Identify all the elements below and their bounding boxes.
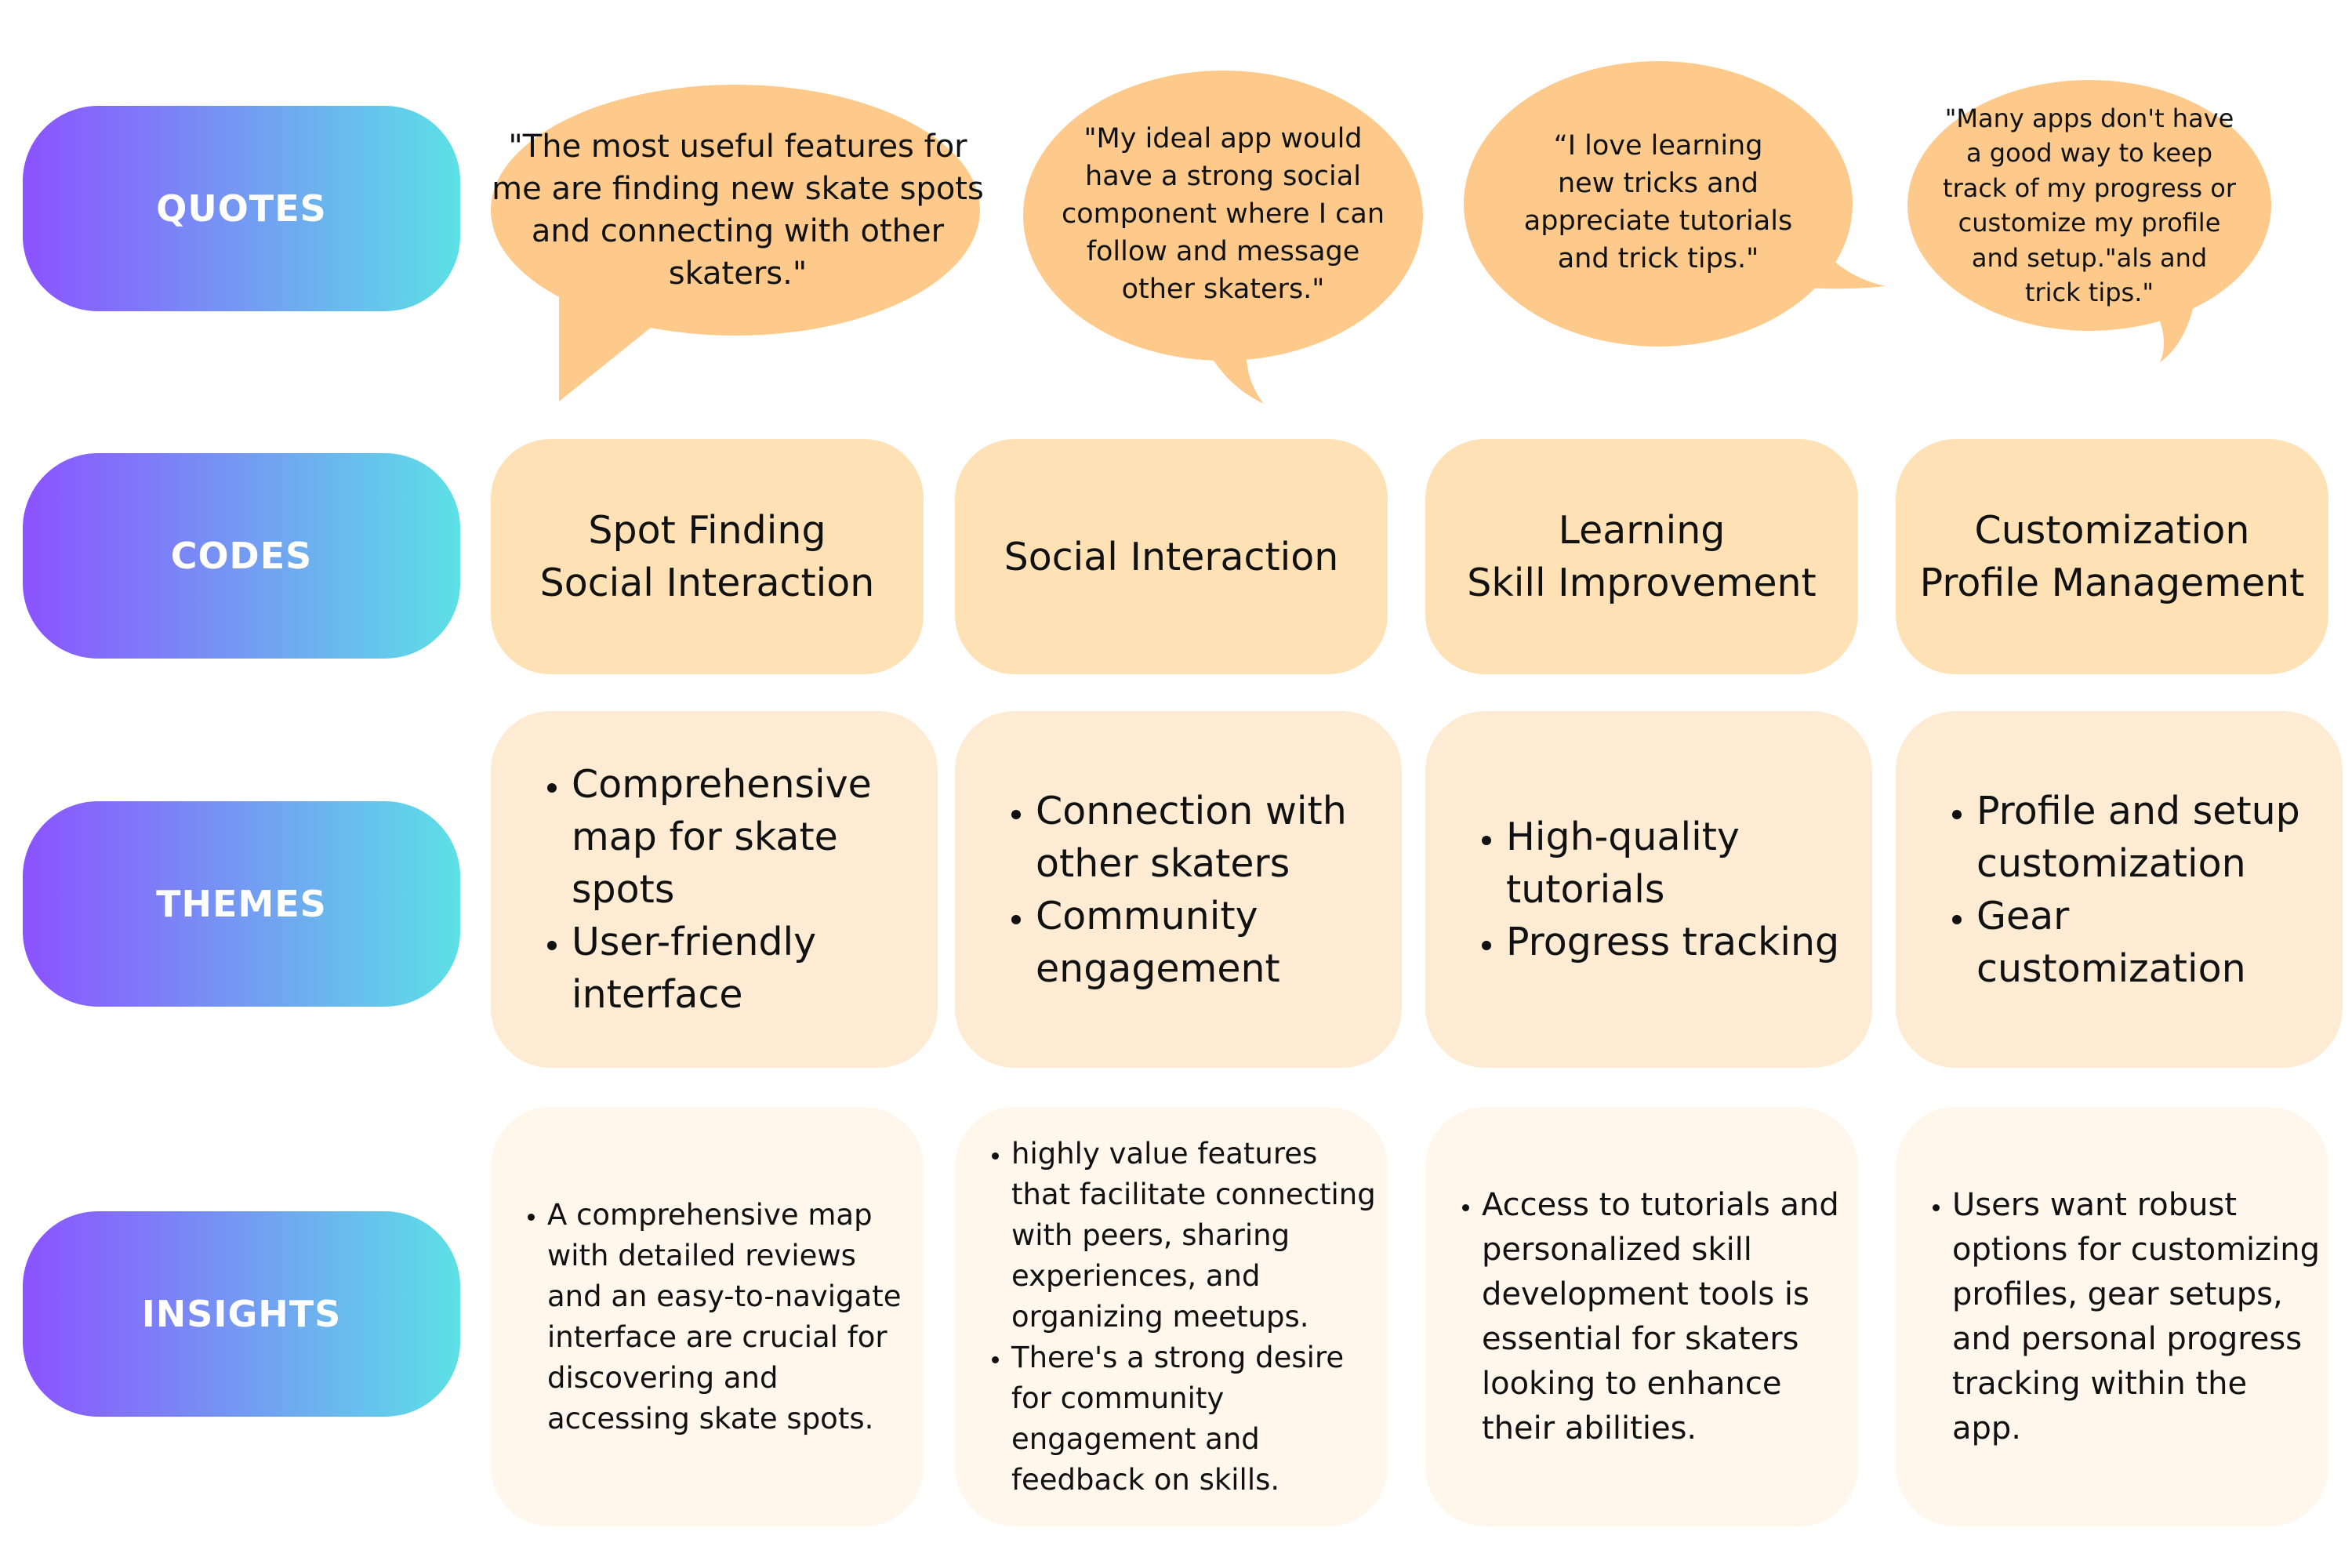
theme-card-3: High-quality tutorials Progress tracking [1425, 711, 1872, 1068]
code-1-line-2: Social Interaction [539, 561, 875, 605]
theme-2-item-2: Community engagement [1036, 890, 1394, 995]
code-3-line-1: Learning [1558, 508, 1726, 553]
theme-list-3: High-quality tutorials Progress tracking [1472, 811, 1864, 968]
quote-text-3: “I love learning new tricks and apprecia… [1521, 124, 1795, 281]
theme-list-2: Connection with other skaters Community … [1002, 785, 1394, 995]
insight-list-4: Users want robust options for customizin… [1919, 1183, 2325, 1451]
row-label-themes-text: THEMES [156, 883, 327, 925]
code-card-4: Customization Profile Management [1896, 439, 2328, 674]
speech-bubble-3 [1464, 61, 1886, 347]
insight-card-1: A comprehensive map with detailed review… [491, 1107, 924, 1526]
quote-3: “I love learning new tricks and apprecia… [1523, 130, 1793, 274]
quote-text-4: "Many apps don't have a good way to keep… [1940, 96, 2238, 315]
quote-text-1: "The most useful features for me are fin… [491, 129, 985, 292]
row-label-insights: INSIGHTS [23, 1211, 460, 1417]
speech-bubble-1 [491, 85, 980, 401]
row-label-themes: THEMES [23, 801, 460, 1007]
speech-bubble-4 [1907, 80, 2271, 362]
theme-list-1: Comprehensive map for skate spots User-f… [538, 758, 930, 1021]
theme-card-2: Connection with other skaters Community … [955, 711, 1402, 1068]
theme-list-4: Profile and setup customization Gear cus… [1943, 785, 2335, 995]
row-label-quotes: QUOTES [23, 106, 460, 311]
code-card-3: Learning Skill Improvement [1425, 439, 1858, 674]
insight-1-item-1: A comprehensive map with detailed review… [547, 1195, 913, 1439]
theme-1-item-1: Comprehensive map for skate spots [572, 758, 930, 916]
theme-1-item-2: User-friendly interface [572, 916, 930, 1021]
row-label-codes-text: CODES [170, 535, 313, 577]
insight-card-2: highly value features that facilitate co… [955, 1107, 1388, 1526]
theme-card-4: Profile and setup customization Gear cus… [1896, 711, 2343, 1068]
quote-2: "My ideal app would have a strong social… [1061, 123, 1385, 305]
code-card-1: Spot Finding Social Interaction [491, 439, 924, 674]
quote-4: "Many apps don't have a good way to keep… [1943, 103, 2236, 308]
theme-2-item-1: Connection with other skaters [1036, 785, 1394, 890]
insight-card-4: Users want robust options for customizin… [1896, 1107, 2328, 1526]
speech-bubble-2 [1023, 71, 1423, 404]
row-label-codes: CODES [23, 453, 460, 659]
theme-3-item-2: Progress tracking [1506, 916, 1864, 968]
code-4-line-2: Profile Management [1919, 561, 2305, 605]
code-4-line-1: Customization [1974, 508, 2250, 553]
theme-4-item-1: Profile and setup customization [1976, 785, 2335, 890]
insight-list-1: A comprehensive map with detailed review… [514, 1195, 913, 1439]
code-1-line-1: Spot Finding [588, 508, 826, 553]
quote-text-2: "My ideal app would have a strong social… [1047, 116, 1399, 312]
insight-card-3: Access to tutorials and personalized ski… [1425, 1107, 1858, 1526]
row-label-insights-text: INSIGHTS [141, 1293, 342, 1335]
code-3-line-2: Skill Improvement [1467, 561, 1817, 605]
insight-3-item-1: Access to tutorials and personalized ski… [1482, 1183, 1850, 1451]
insight-2-item-1: highly value features that facilitate co… [1011, 1134, 1383, 1338]
insight-list-2: highly value features that facilitate co… [978, 1134, 1383, 1501]
insight-2-item-2: There's a strong desire for community en… [1011, 1338, 1383, 1501]
insight-list-3: Access to tutorials and personalized ski… [1449, 1183, 1850, 1451]
code-2-line-1: Social Interaction [1004, 534, 1339, 579]
theme-card-1: Comprehensive map for skate spots User-f… [491, 711, 938, 1068]
row-label-quotes-text: QUOTES [156, 187, 327, 230]
quote-1: "The most useful features for me are fin… [492, 128, 984, 292]
theme-3-item-1: High-quality tutorials [1506, 811, 1864, 916]
insight-4-item-1: Users want robust options for customizin… [1952, 1183, 2325, 1451]
theme-4-item-2: Gear customization [1976, 890, 2335, 995]
code-card-2: Social Interaction [955, 439, 1388, 674]
